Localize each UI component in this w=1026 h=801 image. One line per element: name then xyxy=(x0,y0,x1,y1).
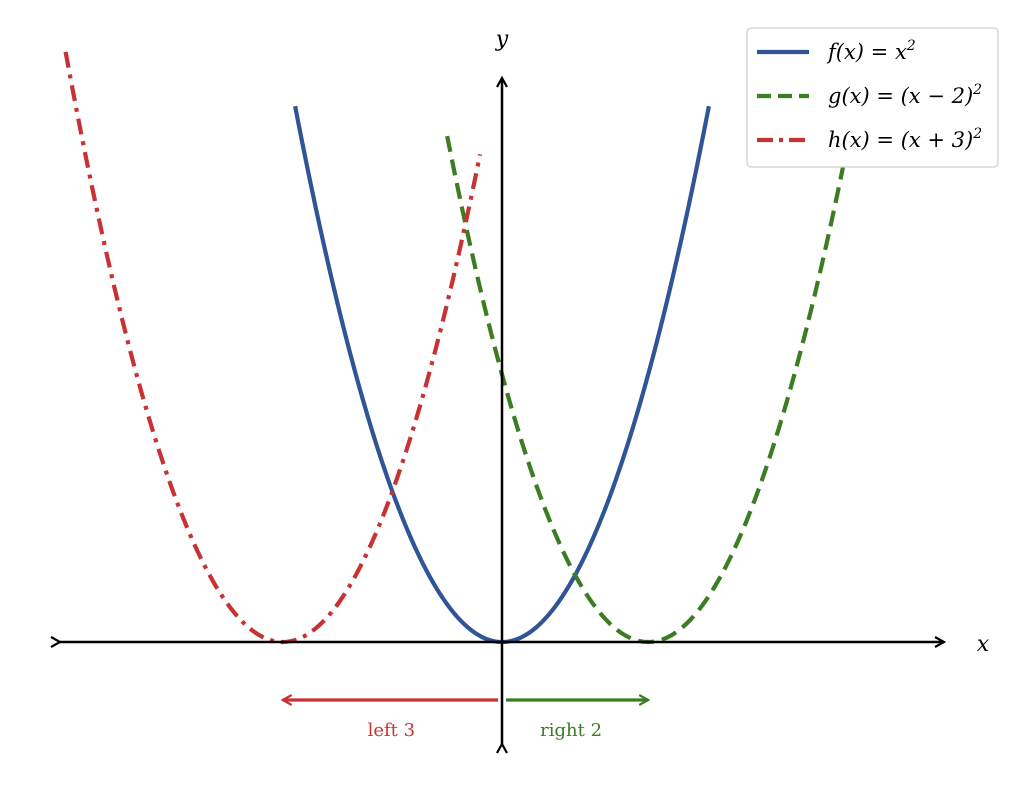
curves-layer xyxy=(63,51,858,645)
y-axis-label: y xyxy=(495,27,509,52)
shift-label-1: left 3 xyxy=(368,720,415,741)
legend-label-3: h(x) = (x + 3)2 xyxy=(828,126,982,152)
legend-box xyxy=(746,27,999,168)
shift-annotations: left 3 right 2 xyxy=(283,700,649,741)
legend: f(x) = x2 g(x) = (x − 2)2 h(x) = (x + 3)2 xyxy=(746,27,999,168)
shift-label-2: right 2 xyxy=(540,720,602,741)
x-axis-label: x xyxy=(977,632,990,657)
legend-label-1: f(x) = x2 xyxy=(826,38,916,64)
series-line-2 xyxy=(445,105,858,645)
legend-label-2: g(x) = (x − 2)2 xyxy=(828,82,982,108)
